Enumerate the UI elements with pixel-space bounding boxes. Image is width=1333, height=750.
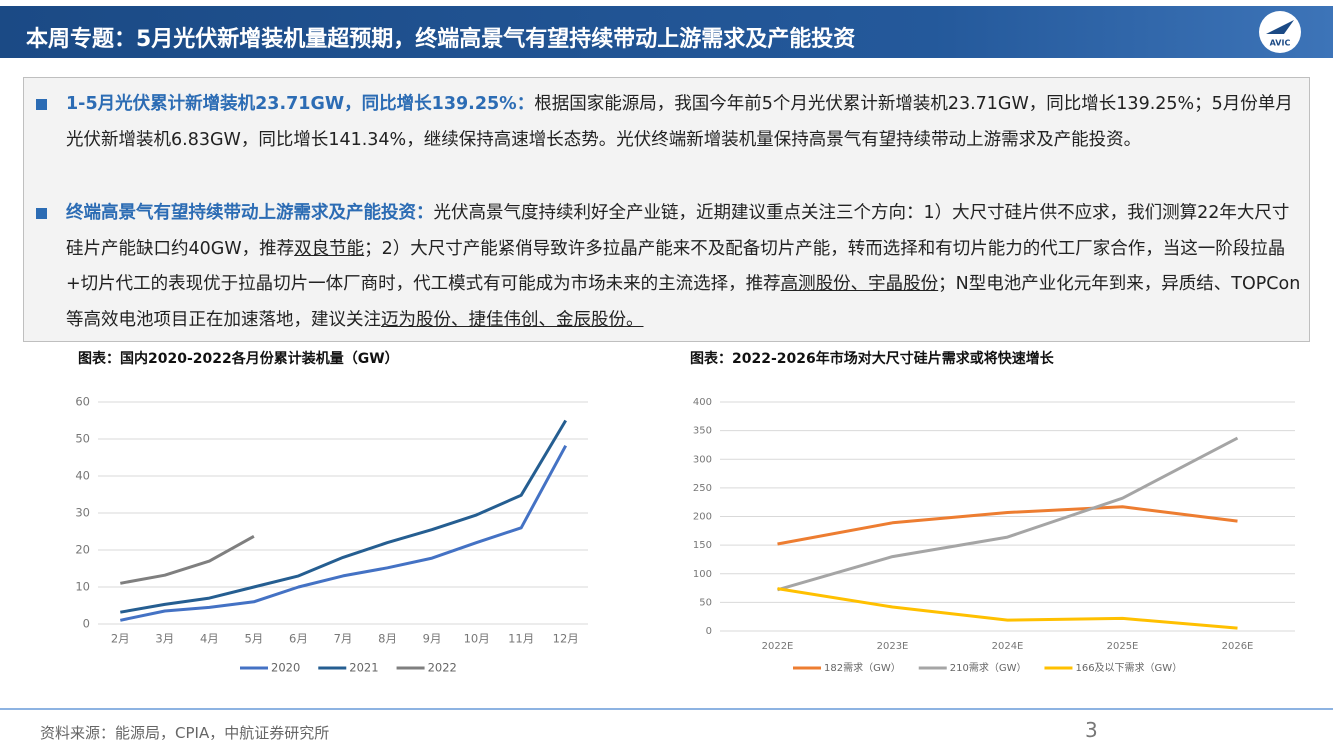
y-tick-label: 10	[75, 580, 90, 594]
x-tick-label: 5月	[244, 632, 263, 646]
x-tick-label: 2024E	[992, 641, 1024, 652]
source-note: 资料来源：能源局，CPIA，中航证券研究所	[40, 724, 330, 742]
y-tick-label: 50	[699, 597, 712, 608]
legend-label: 182需求（GW）	[824, 662, 901, 674]
x-tick-label: 8月	[378, 632, 397, 646]
header-title: 本周专题：5月光伏新增装机量超预期，终端高景气有望持续带动上游需求及产能投资	[26, 27, 856, 52]
x-tick-label: 4月	[200, 632, 219, 646]
series-line	[120, 534, 255, 585]
x-tick-label: 10月	[464, 632, 490, 646]
logo: AVIC	[1259, 11, 1301, 53]
x-tick-label: 6月	[289, 632, 308, 646]
y-tick-label: 30	[75, 506, 90, 520]
x-tick-label: 3月	[155, 632, 174, 646]
series-line	[777, 436, 1239, 592]
series-line	[120, 419, 567, 614]
bullet-text: 光伏高景气度持续利好全产业链，近期建议重点关注三个方向：1）大尺寸硅片供不应求，…	[66, 203, 1290, 259]
chart-title: 图表：国内2020-2022各月份累计装机量（GW）	[78, 350, 399, 367]
legend-label: 2022	[428, 661, 457, 675]
bullet: 1-5月光伏累计新增装机23.71GW，同比增长139.25%：根据国家能源局，…	[34, 87, 1304, 158]
y-tick-label: 100	[693, 569, 712, 580]
series-line	[777, 505, 1238, 546]
x-tick-label: 11月	[508, 632, 534, 646]
y-tick-label: 20	[75, 543, 90, 557]
legend-label: 2021	[349, 661, 378, 675]
x-tick-label: 2025E	[1107, 641, 1139, 652]
page-number: 3	[1085, 718, 1098, 742]
x-tick-label: 2月	[111, 632, 130, 646]
bullet-text: ；N型电池产业化元年到来，异质结、TOPCon等高效电池项目正在加速落地，建议关…	[66, 274, 1301, 330]
logo-text: AVIC	[1270, 39, 1291, 48]
bullet-text: 根据国家能源局，我国今年前5个月光伏累计新增装机23.71GW，同比增长139.…	[66, 94, 1293, 150]
legend-label: 166及以下需求（GW）	[1075, 662, 1182, 674]
bullet-text: ；2）大尺寸产能紧俏导致许多拉晶产能来不及配备切片产能，转而选择和有切片能力的代…	[66, 238, 1286, 295]
stock-name: 迈为股份、捷佳伟创、金辰股份。	[381, 309, 644, 330]
summary-box: 1-5月光伏累计新增装机23.71GW，同比增长139.25%：根据国家能源局，…	[23, 77, 1310, 342]
bullet: 终端高景气有望持续带动上游需求及产能投资：光伏高景气度持续利好全产业链，近期建议…	[34, 196, 1304, 338]
y-tick-label: 40	[75, 469, 90, 483]
footer-rule	[0, 708, 1333, 710]
y-tick-label: 50	[75, 432, 90, 446]
y-tick-label: 400	[693, 397, 712, 408]
header-bar: 本周专题：5月光伏新增装机量超预期，终端高景气有望持续带动上游需求及产能投资 A…	[0, 6, 1333, 58]
series-line	[777, 587, 1238, 630]
y-tick-label: 150	[693, 540, 712, 551]
y-tick-label: 0	[83, 617, 90, 631]
x-tick-label: 2026E	[1222, 641, 1254, 652]
legend-label: 2020	[271, 661, 300, 675]
x-tick-label: 9月	[423, 632, 442, 646]
y-tick-label: 250	[693, 483, 712, 494]
y-tick-label: 350	[693, 426, 712, 437]
x-tick-label: 2023E	[877, 641, 909, 652]
bullet-lead: 1-5月光伏累计新增装机23.71GW，同比增长139.25%：	[66, 94, 535, 114]
y-tick-label: 0	[706, 626, 712, 637]
bullet-lead: 终端高景气有望持续带动上游需求及产能投资：	[66, 203, 434, 223]
y-tick-label: 300	[693, 454, 712, 465]
stock-name: 高测股份、宇晶股份	[780, 274, 939, 294]
y-tick-label: 200	[693, 512, 712, 523]
charts: 图表：国内2020-2022各月份累计装机量（GW） 0 10 20 30 40 50 60 2…	[75, 350, 1295, 675]
chart-title: 图表：2022-2026年市场对大尺寸硅片需求或将快速增长	[690, 350, 1055, 367]
x-tick-label: 7月	[334, 632, 353, 646]
stock-name: 双良节能	[294, 238, 365, 259]
y-tick-label: 60	[75, 395, 90, 409]
x-tick-label: 12月	[553, 632, 579, 646]
x-tick-label: 2022E	[762, 641, 794, 652]
series-line	[119, 444, 568, 622]
legend-label: 210需求（GW）	[950, 662, 1027, 674]
